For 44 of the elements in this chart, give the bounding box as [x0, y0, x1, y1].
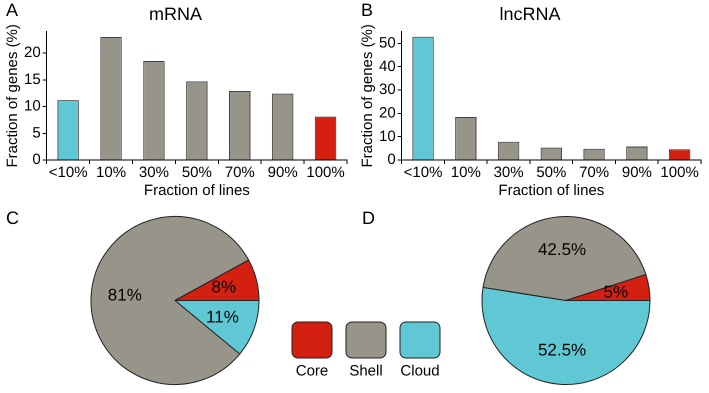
x-tick-label: 90% [268, 164, 298, 182]
y-tick-label: 0 [387, 151, 396, 168]
data-label: 5% [603, 282, 628, 302]
x-tick-label: 50% [182, 164, 212, 182]
y-tick-label: 5 [32, 124, 41, 142]
text: A [6, 0, 18, 20]
text: D [362, 208, 375, 228]
legend-label: Shell [349, 362, 383, 380]
y-axis-title: Fraction of genes (%) [359, 24, 376, 168]
data-label: 8% [212, 278, 236, 297]
y-tick-label: 40 [378, 58, 396, 75]
text: C [6, 208, 19, 228]
x-axis-title: Fraction of lines [144, 182, 250, 200]
x-tick-label: <10% [48, 164, 88, 182]
y-tick-label: 30 [378, 81, 396, 98]
x-tick-label: 90% [622, 164, 652, 182]
x-tick-label: 100% [306, 164, 345, 182]
legend-label: Core [296, 362, 328, 380]
y-tick-label: 20 [378, 104, 396, 122]
x-tick-label: 70% [224, 164, 255, 182]
data-label: 81% [108, 285, 142, 304]
x-axis-title: Fraction of lines [498, 182, 604, 200]
chart-title: lncRNA [499, 4, 561, 24]
y-tick-label: 10 [24, 98, 41, 115]
y-tick-label: 15 [24, 70, 41, 88]
legend-label: Cloud [400, 362, 440, 380]
text: B [361, 0, 374, 20]
x-tick-label: 30% [494, 164, 524, 182]
y-tick-label: 20 [24, 44, 41, 62]
y-tick-label: 0 [32, 151, 41, 168]
x-tick-label: 10% [96, 164, 126, 182]
x-tick-label: 100% [660, 164, 699, 182]
chart-title: mRNA [149, 4, 202, 24]
x-tick-label: <10% [404, 164, 442, 182]
data-label: 52.5% [538, 340, 586, 360]
y-tick-label: 50 [378, 34, 396, 52]
y-axis-title: Fraction of genes (%) [4, 24, 22, 168]
data-label: 11% [206, 307, 239, 326]
x-tick-label: 10% [450, 164, 481, 182]
x-tick-label: 70% [579, 164, 610, 182]
x-tick-label: 30% [138, 164, 169, 182]
data-label: 42.5% [538, 240, 586, 259]
y-tick-label: 10 [378, 128, 396, 145]
x-tick-label: 50% [536, 164, 566, 182]
